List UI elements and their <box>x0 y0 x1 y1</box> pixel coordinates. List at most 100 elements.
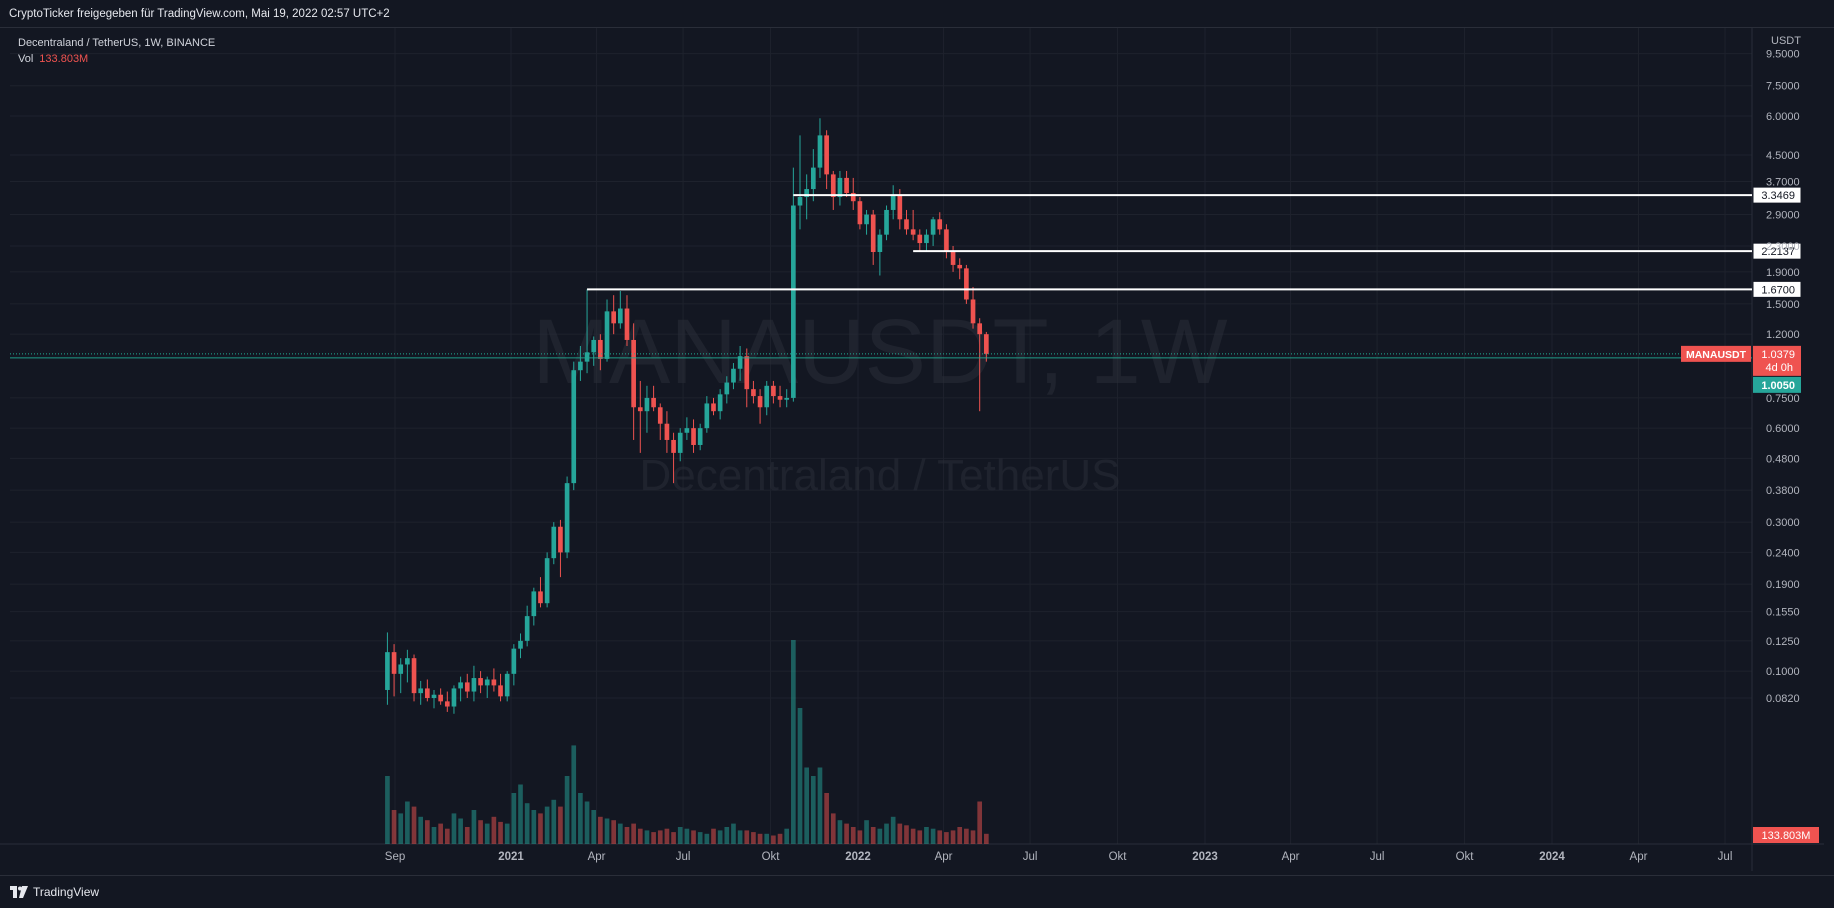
volume-bar <box>511 793 517 844</box>
candle-body <box>797 197 803 206</box>
volume-bar <box>930 828 936 844</box>
volume-bar <box>611 820 617 844</box>
x-tick-label: Apr <box>588 851 606 863</box>
level-price-badge <box>1752 280 1802 298</box>
tradingview-logo[interactable]: TradingView <box>10 885 99 899</box>
volume-bar <box>651 832 656 844</box>
volume-bar <box>830 813 836 844</box>
symbol-line[interactable]: Decentraland / TetherUS, 1W, BINANCE <box>18 37 216 49</box>
candlestick-chart[interactable]: MANAUSDT, 1W Decentraland / TetherUS 3.3… <box>0 28 1824 871</box>
candle-body <box>591 339 597 353</box>
candle-body <box>498 685 503 697</box>
volume-bar <box>411 806 417 844</box>
volume-bar <box>837 820 843 844</box>
watermark-symbol: MANAUSDT, 1W <box>532 301 1227 403</box>
candle-body <box>884 209 889 235</box>
y-tick-label: 7.5000 <box>1766 81 1800 93</box>
volume-bar <box>451 813 457 844</box>
volume-bar <box>538 813 543 844</box>
candle-body <box>877 234 883 253</box>
candle-body <box>950 252 956 265</box>
volume-bar <box>857 830 863 844</box>
candle-body <box>751 389 756 397</box>
current-price-badge <box>1753 345 1801 376</box>
x-tick-label: Okt <box>1456 851 1475 863</box>
candle-body <box>697 428 703 445</box>
volume-bar <box>471 810 477 844</box>
volume-bar <box>884 823 889 844</box>
tradingview-brand: TradingView <box>33 885 100 899</box>
candle-body <box>824 135 829 175</box>
tradingview-logo-icon <box>10 886 28 898</box>
volume-bar <box>677 827 683 844</box>
volume-bar <box>977 801 983 844</box>
candle-body <box>771 385 776 397</box>
candle-body <box>970 299 976 324</box>
volume-badge-label: 133.803M <box>1762 830 1811 842</box>
candle-body <box>418 688 424 694</box>
candle-body <box>558 526 563 553</box>
volume-bar <box>817 767 823 844</box>
volume-bar <box>737 830 743 844</box>
volume-bar <box>797 708 803 844</box>
candle-body <box>810 167 816 190</box>
candle-body <box>524 616 530 641</box>
candle-body <box>944 229 949 253</box>
candle-body <box>405 658 410 665</box>
volume-bar <box>804 767 809 844</box>
watermark-description: Decentraland / TetherUS <box>639 451 1120 500</box>
volume-bar <box>711 828 716 844</box>
candle-body <box>471 678 477 692</box>
y-tick-label: 2.9000 <box>1766 210 1800 222</box>
volume-bar <box>924 827 929 844</box>
volume-bar <box>624 827 630 844</box>
footer-bar: TradingView <box>0 875 1834 908</box>
y-tick-label: 1.5000 <box>1766 299 1800 311</box>
candle-body <box>478 678 483 686</box>
x-tick-label: 2022 <box>845 851 871 863</box>
price-axis[interactable]: 12.0000 9.5000 7.5000 6.0000 4.5000 3.7000 2.9… <box>1766 28 1806 705</box>
volume-bar <box>571 745 577 844</box>
volume-bar <box>591 810 597 844</box>
candle-body <box>531 591 537 617</box>
candle-body <box>764 385 770 408</box>
chart-legend: Decentraland / TetherUS, 1W, BINANCE Vol… <box>18 35 215 67</box>
candle-body <box>777 396 783 400</box>
volume-bar <box>970 830 976 844</box>
vol-label: Vol <box>18 53 34 65</box>
volume-bar <box>444 828 450 844</box>
volume-bar <box>704 833 710 844</box>
volume-bar <box>777 833 783 844</box>
candle-body <box>604 311 610 359</box>
candle-body <box>617 308 623 324</box>
candle-body <box>784 397 790 400</box>
candle-body <box>704 403 710 429</box>
candle-body <box>910 229 916 235</box>
candle-body <box>611 311 617 324</box>
volume-bar <box>484 823 490 844</box>
volume-bar <box>910 828 916 844</box>
volume-bar <box>431 827 437 844</box>
y-tick-label: 0.7500 <box>1766 393 1800 405</box>
y-tick-label: 0.0820 <box>1766 693 1800 705</box>
volume-bar <box>564 776 570 844</box>
volume-bar <box>724 827 730 844</box>
candle-body <box>504 673 510 697</box>
volume-bar <box>644 830 650 844</box>
candle-body <box>977 323 983 335</box>
volume-bar <box>418 816 424 844</box>
candle-body <box>385 652 390 690</box>
horizontal-levels[interactable]: 3.3469 2.2137 1.6700 <box>587 186 1802 298</box>
y-tick-label: 3.7000 <box>1766 177 1800 189</box>
volume-bar <box>458 818 463 844</box>
volume-bar <box>385 776 390 844</box>
y-tick-label: 2.3000 <box>1766 241 1800 253</box>
y-tick-label: 0.4800 <box>1766 453 1800 465</box>
candle-body <box>391 652 397 674</box>
candle-body <box>804 189 809 198</box>
candle-body <box>717 394 723 412</box>
volume-bar <box>984 833 989 844</box>
time-axis[interactable]: Sep 2021 Apr Jul Okt 2022 Apr Jul Okt 2023 Apr Jul O… <box>385 851 1733 863</box>
volume-bar <box>617 823 623 844</box>
candle-body <box>564 483 570 553</box>
